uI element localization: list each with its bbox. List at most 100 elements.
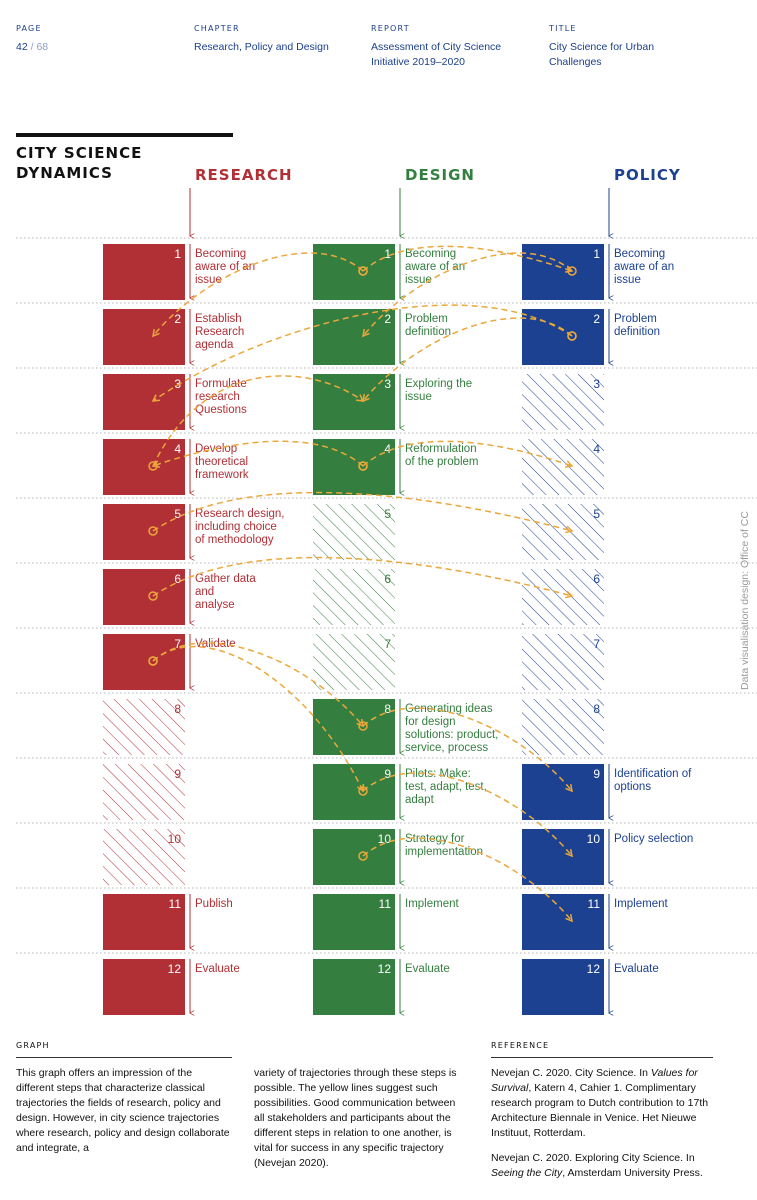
report-label: REPORT bbox=[371, 24, 410, 33]
step-box bbox=[103, 244, 185, 300]
step-number: 12 bbox=[587, 962, 601, 976]
step-research-9[interactable]: 9 bbox=[103, 764, 185, 820]
step-research-10[interactable]: 10 bbox=[103, 829, 185, 885]
step-policy-12[interactable]: 12 Evaluate bbox=[522, 959, 659, 1015]
step-policy-7[interactable]: 7 bbox=[522, 634, 604, 690]
step-number: 5 bbox=[384, 507, 391, 521]
step-design-12[interactable]: 12 Evaluate bbox=[313, 959, 450, 1015]
step-label-line: options bbox=[614, 781, 651, 793]
step-policy-4[interactable]: 4 bbox=[522, 439, 604, 495]
city-science-dynamics-diagram: CITY SCIENCE DYNAMICS Data visualisation… bbox=[16, 133, 757, 1030]
step-box bbox=[103, 504, 185, 560]
step-policy-5[interactable]: 5 bbox=[522, 504, 604, 560]
step-research-7[interactable]: 7 Validate bbox=[103, 634, 236, 690]
trajectory-origin bbox=[148, 591, 158, 601]
trajectory-arrowhead bbox=[565, 913, 573, 923]
step-label-line: of the problem bbox=[405, 456, 479, 468]
chapter-value[interactable]: Research, Policy and Design bbox=[194, 41, 329, 53]
step-research-12[interactable]: 12 Evaluate bbox=[103, 959, 240, 1015]
trajectory-path bbox=[362, 317, 573, 402]
step-policy-8[interactable]: 8 bbox=[522, 699, 604, 755]
step-number: 12 bbox=[168, 962, 182, 976]
step-label-line: Publish bbox=[195, 898, 233, 910]
step-research-11[interactable]: 11 Publish bbox=[103, 894, 233, 950]
step-number: 8 bbox=[384, 702, 391, 716]
trajectory-3 bbox=[362, 252, 577, 338]
title-label: TITLE bbox=[549, 24, 577, 33]
step-number: 4 bbox=[174, 442, 181, 456]
step-box bbox=[313, 829, 395, 885]
title-value-line1: City Science for Urban bbox=[549, 41, 655, 53]
step-policy-3[interactable]: 3 bbox=[522, 374, 604, 430]
step-label-line: Policy selection bbox=[614, 833, 693, 845]
step-number: 12 bbox=[378, 962, 392, 976]
step-label-line: and bbox=[195, 586, 214, 598]
step-label-line: adapt bbox=[405, 794, 435, 806]
graph-text-2: variety of trajectories through these st… bbox=[254, 1067, 457, 1169]
trajectory-arrowhead bbox=[564, 460, 574, 468]
step-policy-6[interactable]: 6 bbox=[522, 569, 604, 625]
step-label-line: theoretical bbox=[195, 456, 248, 468]
trajectory-path bbox=[362, 245, 573, 272]
step-label-line: Formulate bbox=[195, 378, 247, 390]
step-label-line: Pilots: Make: bbox=[405, 768, 471, 780]
diagram-title-line1: CITY SCIENCE bbox=[16, 144, 142, 162]
trajectory-14 bbox=[358, 772, 573, 858]
step-policy-11[interactable]: 11 Implement bbox=[522, 894, 668, 950]
step-box bbox=[103, 569, 185, 625]
step-design-5[interactable]: 5 bbox=[313, 504, 395, 560]
trajectory-7 bbox=[362, 317, 577, 403]
step-design-11[interactable]: 11 Implement bbox=[313, 894, 459, 950]
step-box-inactive bbox=[103, 829, 185, 885]
step-label-line: Establish bbox=[195, 313, 242, 325]
step-label-line: Problem bbox=[405, 313, 448, 325]
step-design-7[interactable]: 7 bbox=[313, 634, 395, 690]
report-meta: REPORT Assessment of City Science Initia… bbox=[371, 24, 501, 70]
trajectory-origin bbox=[148, 461, 158, 471]
step-box bbox=[313, 439, 395, 495]
step-box bbox=[522, 244, 604, 300]
step-number: 2 bbox=[384, 312, 391, 326]
step-design-6[interactable]: 6 bbox=[313, 569, 395, 625]
trajectory-8 bbox=[358, 440, 574, 471]
step-label-line: Validate bbox=[195, 638, 236, 650]
trajectory-arrowhead bbox=[565, 783, 573, 793]
reference-2-text-a: Nevejan C. 2020. Exploring City Science.… bbox=[491, 1152, 695, 1164]
step-number: 4 bbox=[384, 442, 391, 456]
step-design-9[interactable]: 9 Pilots: Make:test, adapt, test,adapt bbox=[313, 764, 487, 820]
trajectory-origin bbox=[358, 461, 368, 471]
trajectory-path bbox=[152, 491, 573, 532]
step-label-line: Implement bbox=[614, 898, 668, 910]
step-label-line: Evaluate bbox=[195, 963, 240, 975]
reference-2: Nevejan C. 2020. Exploring City Science.… bbox=[491, 1151, 713, 1181]
step-number: 1 bbox=[593, 247, 600, 261]
title-value-line2: Challenges bbox=[549, 56, 602, 68]
graph-text-1: This graph offers an impression of the d… bbox=[16, 1067, 230, 1154]
step-research-8[interactable]: 8 bbox=[103, 699, 185, 755]
report-value[interactable]: Assessment of City Science Initiative 20… bbox=[371, 40, 501, 70]
chapter-label: CHAPTER bbox=[194, 24, 240, 33]
step-policy-10[interactable]: 10 Policy selection bbox=[522, 829, 693, 885]
step-label-line: Becoming bbox=[195, 248, 246, 260]
step-number: 4 bbox=[593, 442, 600, 456]
title-value[interactable]: City Science for Urban Challenges bbox=[549, 40, 654, 70]
step-label-line: analyse bbox=[195, 599, 235, 611]
step-number: 11 bbox=[169, 897, 182, 911]
step-number: 8 bbox=[593, 702, 600, 716]
